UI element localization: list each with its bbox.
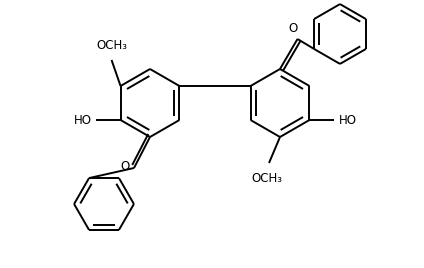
Text: O: O [121, 160, 130, 173]
Text: HO: HO [73, 114, 92, 126]
Text: OCH₃: OCH₃ [251, 172, 282, 184]
Text: O: O [289, 21, 298, 35]
Text: HO: HO [338, 114, 357, 126]
Text: OCH₃: OCH₃ [96, 39, 127, 51]
